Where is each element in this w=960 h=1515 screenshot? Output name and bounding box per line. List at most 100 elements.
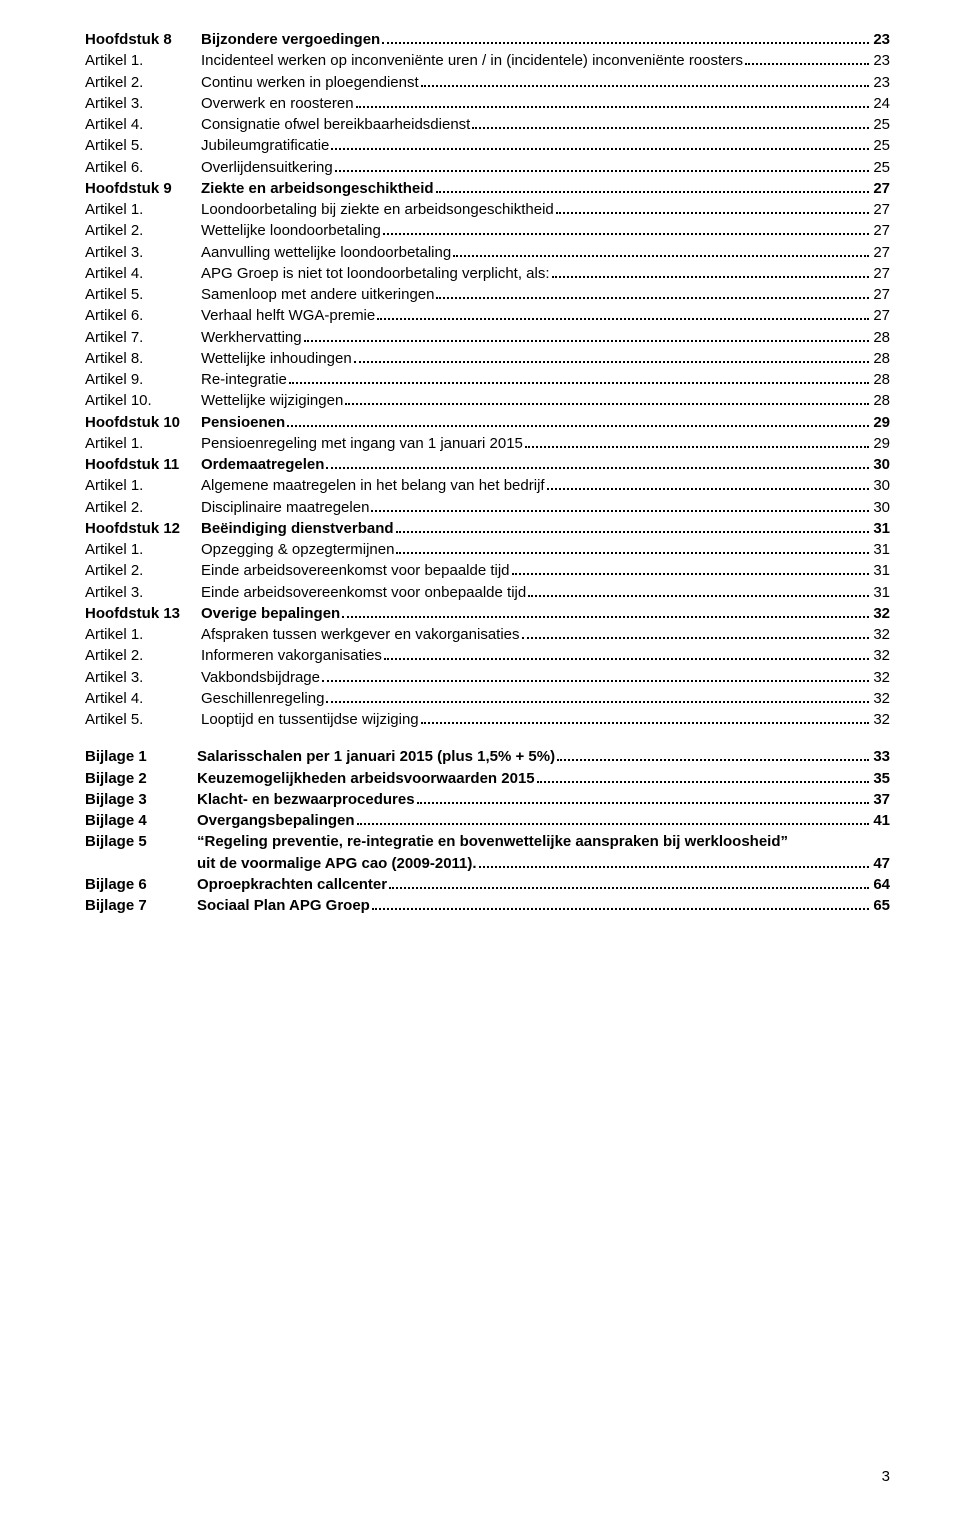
toc-page: 28 (869, 349, 890, 369)
bijlage-row: Bijlage 6Oproepkrachten callcenter64 (85, 875, 890, 895)
bijlage-page: 37 (869, 790, 890, 810)
toc-title: Jubileumgratificatie (201, 136, 331, 156)
document-page: Hoofdstuk 8Bijzondere vergoedingen23 Arti… (0, 0, 960, 1515)
toc-leader (383, 222, 869, 235)
section-gap (85, 731, 890, 747)
toc-page: 30 (869, 455, 890, 475)
toc-title: Wettelijke loondoorbetaling (201, 221, 383, 241)
toc-leader (304, 328, 870, 341)
toc-page: 24 (869, 94, 890, 114)
toc-label: Hoofdstuk 8 (85, 30, 201, 50)
toc-leader (436, 180, 870, 193)
toc-page: 27 (869, 221, 890, 241)
toc-row: Artikel 7.Werkhervatting28 (85, 328, 890, 348)
toc-leader (417, 791, 870, 804)
toc-leader (289, 371, 869, 384)
bijlage-label: Bijlage 5 (85, 832, 197, 852)
toc-label: Artikel 10. (85, 391, 201, 411)
toc-leader (396, 520, 870, 533)
toc-label: Artikel 7. (85, 328, 201, 348)
toc-title: Consignatie ofwel bereikbaarheidsdienst (201, 115, 472, 135)
toc-leader (335, 158, 870, 171)
toc-title: Ziekte en arbeidsongeschiktheid (201, 179, 436, 199)
toc-label: Artikel 2. (85, 498, 201, 518)
toc-leader (557, 748, 869, 761)
toc-row: Artikel 2.Informeren vakorganisaties32 (85, 646, 890, 666)
toc-page: 23 (869, 51, 890, 71)
toc-leader (382, 31, 869, 44)
toc-label: Hoofdstuk 10 (85, 413, 201, 433)
toc-title: Informeren vakorganisaties (201, 646, 384, 666)
bijlage-title-line2: uit de voormalige APG cao (2009-2011). (197, 854, 479, 874)
toc-title: Einde arbeidsovereenkomst voor onbepaald… (201, 583, 528, 603)
bijlage-page: 35 (869, 769, 890, 789)
bijlage-label: Bijlage 2 (85, 769, 197, 789)
toc-row: Artikel 5.Looptijd en tussentijdse wijzi… (85, 710, 890, 730)
toc-leader (525, 435, 869, 448)
bijlage-title: Sociaal Plan APG Groep (197, 896, 372, 916)
bijlage-label-spacer (85, 854, 197, 874)
toc-title: Loondoorbetaling bij ziekte en arbeidson… (201, 200, 556, 220)
bijlage-page: 47 (869, 854, 890, 874)
toc-row: Artikel 4.Consignatie ofwel bereikbaarhe… (85, 115, 890, 135)
toc-leader (326, 456, 869, 469)
toc-leader (453, 243, 869, 256)
toc-page: 27 (869, 200, 890, 220)
toc-page: 32 (869, 689, 890, 709)
toc-page: 29 (869, 413, 890, 433)
toc-leader (522, 626, 870, 639)
bijlage-page: 65 (869, 896, 890, 916)
toc-leader (287, 413, 869, 426)
toc-leader (436, 286, 869, 299)
toc-label: Artikel 2. (85, 73, 201, 93)
bijlage-title: Keuzemogelijkheden arbeidsvoorwaarden 20… (197, 769, 537, 789)
toc-page: 32 (869, 604, 890, 624)
toc-page: 32 (869, 625, 890, 645)
toc-leader (377, 307, 869, 320)
toc-page: 25 (869, 158, 890, 178)
toc-row: Artikel 4.Geschillenregeling32 (85, 689, 890, 709)
toc-row: Artikel 1.Afspraken tussen werkgever en … (85, 625, 890, 645)
bijlage-page: 33 (869, 747, 890, 767)
toc-leader (354, 350, 870, 363)
toc-row: Artikel 6.Verhaal helft WGA-premie27 (85, 306, 890, 326)
toc-leader (342, 605, 869, 618)
toc-page: 23 (869, 73, 890, 93)
toc-row: Artikel 1.Pensioenregeling met ingang va… (85, 434, 890, 454)
toc-leader (372, 897, 869, 910)
bijlage-row: Bijlage 2Keuzemogelijkheden arbeidsvoorw… (85, 769, 890, 789)
toc-label: Artikel 3. (85, 243, 201, 263)
toc-row: Artikel 3.Aanvulling wettelijke loondoor… (85, 243, 890, 263)
toc-row: Hoofdstuk 8Bijzondere vergoedingen23 (85, 30, 890, 50)
toc-leader (326, 690, 869, 703)
toc-row: Artikel 8.Wettelijke inhoudingen28 (85, 349, 890, 369)
toc-leader (745, 52, 869, 65)
toc-title: Overige bepalingen (201, 604, 342, 624)
toc-page: 27 (869, 306, 890, 326)
toc-label: Artikel 2. (85, 561, 201, 581)
toc-row: Artikel 2.Disciplinaire maatregelen30 (85, 498, 890, 518)
toc-row: Artikel 3.Einde arbeidsovereenkomst voor… (85, 583, 890, 603)
toc-row: Artikel 4.APG Groep is niet tot loondoor… (85, 264, 890, 284)
toc-page: 27 (869, 264, 890, 284)
toc-row: Hoofdstuk 10Pensioenen 29 (85, 413, 890, 433)
toc-row: Artikel 1.Opzegging & opzegtermijnen31 (85, 540, 890, 560)
toc-label: Hoofdstuk 11 (85, 455, 201, 475)
toc-label: Artikel 1. (85, 200, 201, 220)
toc-label: Artikel 3. (85, 668, 201, 688)
toc-row: Artikel 2.Einde arbeidsovereenkomst voor… (85, 561, 890, 581)
toc-page: 29 (869, 434, 890, 454)
toc-page: 25 (869, 115, 890, 135)
toc-label: Artikel 4. (85, 264, 201, 284)
toc-title: Overwerk en roosteren (201, 94, 356, 114)
toc-title: Vakbondsbijdrage (201, 668, 322, 688)
toc-title: Pensioenen (201, 413, 287, 433)
toc-title: Disciplinaire maatregelen (201, 498, 371, 518)
toc-leader (512, 562, 870, 575)
toc-leader (356, 95, 870, 108)
bijlage-title: Oproepkrachten callcenter (197, 875, 389, 895)
toc-page: 32 (869, 710, 890, 730)
toc-label: Artikel 5. (85, 710, 201, 730)
toc-title: Aanvulling wettelijke loondoorbetaling (201, 243, 453, 263)
toc-leader (357, 812, 870, 825)
